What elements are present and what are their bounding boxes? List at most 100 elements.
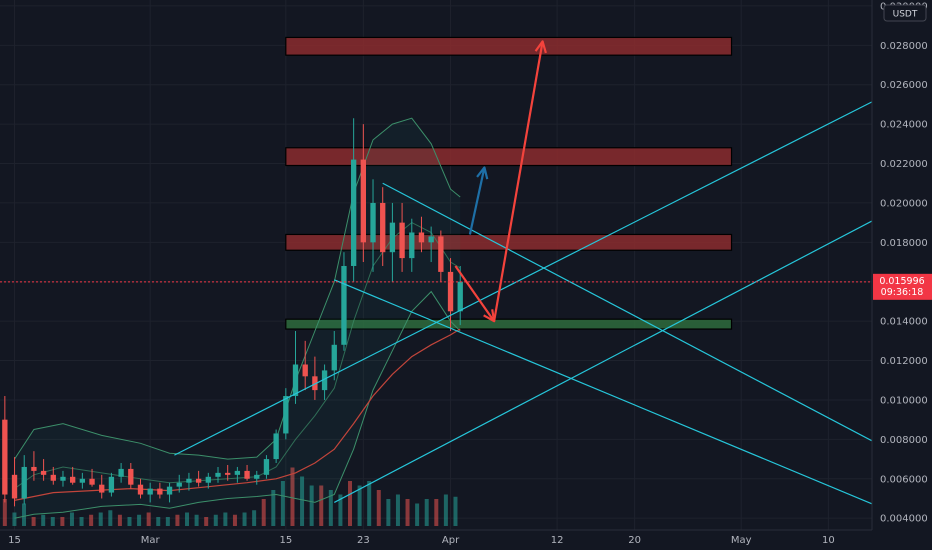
volume-bar	[204, 517, 209, 526]
candle-body	[321, 370, 328, 391]
volume-bar	[127, 517, 132, 526]
currency-label: USDT	[893, 10, 918, 20]
candle-body	[215, 472, 221, 477]
price-axis-panel	[872, 0, 932, 530]
current-price-label: 0.015996 09:36:18	[873, 273, 932, 300]
price-tick-label: 0.028000	[880, 41, 928, 52]
volume-bar	[31, 517, 36, 526]
candle-body	[70, 476, 76, 483]
candle-body	[418, 232, 425, 243]
volume-bar	[328, 490, 333, 526]
candle-body	[89, 478, 95, 485]
trendline	[333, 192, 926, 503]
price-tick-label: 0.026000	[880, 80, 928, 91]
trendlines-layer	[174, 74, 926, 527]
volume-bar	[232, 514, 237, 526]
candles-layer	[2, 118, 463, 507]
candle-body	[438, 236, 444, 272]
candle-body	[244, 470, 250, 479]
candle-body	[195, 478, 202, 483]
volume-bar	[69, 512, 74, 526]
candle-body	[108, 476, 115, 493]
candle-body	[273, 433, 279, 460]
volume-bar	[319, 485, 324, 526]
volume-bar	[156, 517, 161, 526]
projection-paths	[454, 40, 547, 323]
candle-body	[312, 376, 318, 391]
projection-path-red-up	[493, 41, 544, 322]
candle-body	[99, 484, 105, 493]
time-tick-label: 15	[8, 535, 21, 546]
volume-bar	[223, 512, 228, 526]
candle-body	[380, 202, 386, 253]
candle-body	[137, 484, 144, 495]
trendline	[174, 74, 926, 456]
time-tick-label: Mar	[141, 535, 161, 546]
volume-bar	[252, 510, 257, 526]
volume-bar	[117, 514, 122, 526]
candle-body	[389, 222, 396, 253]
projection-path-red-down	[454, 265, 496, 322]
volume-bar	[300, 476, 305, 526]
volume-bar	[98, 512, 103, 526]
time-tick-label: Apr	[442, 535, 460, 546]
candle-body	[157, 488, 163, 495]
candle-body	[11, 474, 18, 499]
candle-body	[331, 344, 337, 371]
price-tick-label: 0.022000	[880, 159, 928, 170]
currency-badge: USDT	[883, 4, 927, 22]
volume-bar	[424, 499, 429, 526]
price-tick-label: 0.024000	[880, 120, 928, 131]
moving-average-line	[14, 328, 461, 501]
time-axis-ticks: 15 Mar 15 23 Apr 12 20 May 10	[8, 535, 835, 546]
candle-body	[428, 236, 434, 243]
volume-bar	[165, 517, 170, 526]
candle-body	[186, 478, 192, 483]
candle-body	[283, 396, 289, 434]
time-tick-label: 12	[551, 535, 564, 546]
volume-bar	[137, 514, 142, 526]
candle-body	[399, 222, 405, 259]
support-zone	[285, 318, 733, 330]
volume-bar	[453, 496, 458, 526]
volume-bar	[108, 510, 113, 526]
volume-bar	[194, 514, 199, 526]
volume-bar	[271, 490, 276, 526]
candle-body	[128, 468, 134, 485]
volume-bar	[22, 503, 27, 526]
candle-body	[350, 159, 357, 266]
candle-body	[341, 265, 347, 345]
candle-body	[176, 482, 182, 487]
price-tick-label: 0.018000	[880, 238, 928, 249]
bollinger-mid-line	[14, 222, 461, 490]
price-tick-label: 0.006000	[880, 474, 928, 485]
volume-bar	[434, 499, 439, 526]
candle-body	[79, 478, 86, 483]
volume-bar	[242, 512, 247, 526]
volume-bar	[386, 499, 391, 526]
candle-body	[409, 232, 415, 259]
candle-body	[263, 459, 270, 475]
trendline	[334, 279, 926, 527]
candle-body	[60, 476, 66, 481]
volume-bar	[89, 514, 94, 526]
volume-bar	[280, 481, 285, 526]
candle-body	[50, 474, 56, 481]
candle-body	[360, 159, 366, 243]
time-tick-label: 20	[628, 535, 641, 546]
volume-bar	[309, 485, 314, 526]
candle-body	[234, 470, 241, 475]
price-tick-label: 0.012000	[880, 356, 928, 367]
volume-bar	[185, 512, 190, 526]
candle-body	[225, 472, 231, 475]
volume-bar	[290, 467, 295, 526]
volume-bar	[338, 494, 343, 526]
volume-bar	[376, 490, 381, 526]
volume-bars	[2, 467, 458, 526]
candle-body	[166, 486, 173, 495]
candle-body	[118, 468, 124, 477]
current-price-value: 0.015996	[879, 276, 924, 287]
candle-body	[2, 419, 8, 495]
